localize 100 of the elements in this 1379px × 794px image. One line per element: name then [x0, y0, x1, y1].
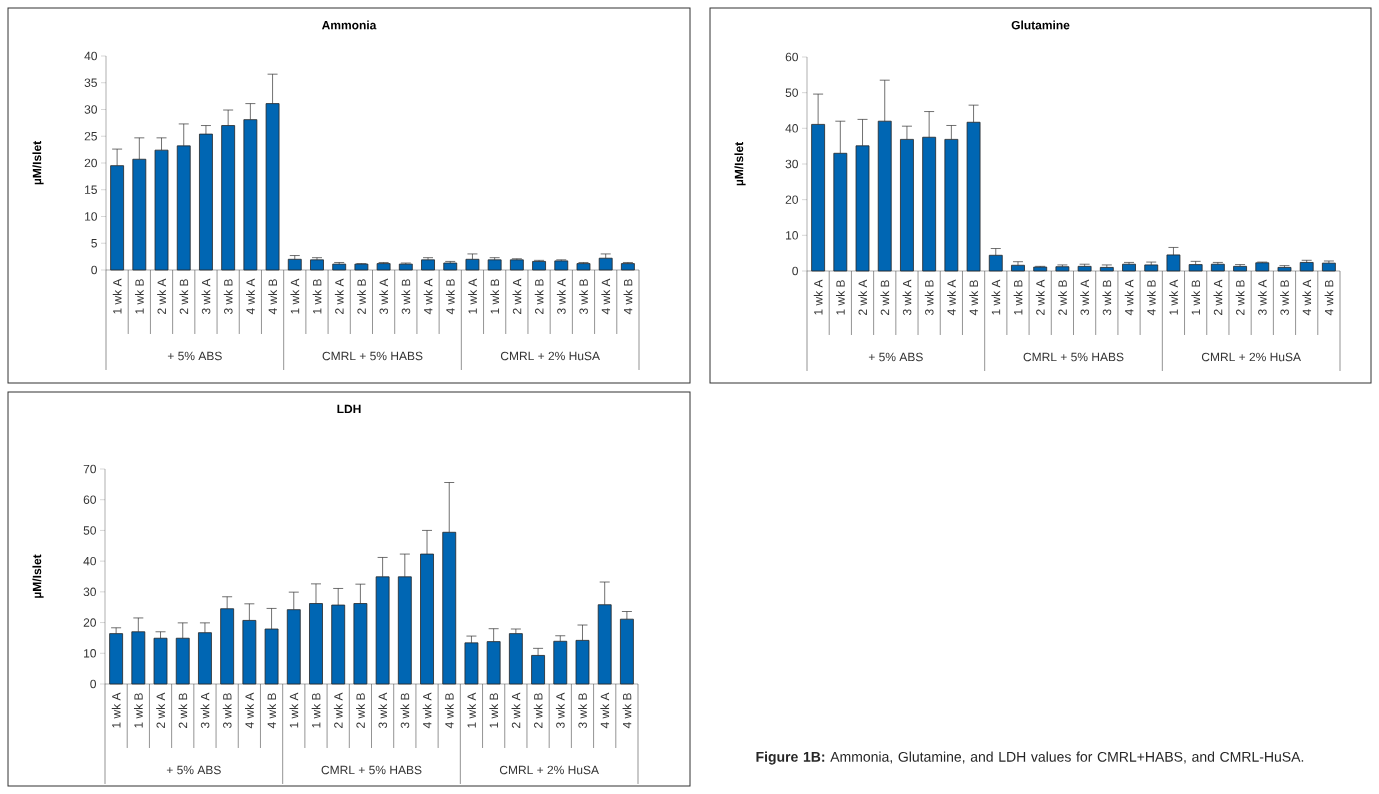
bar — [442, 531, 457, 685]
text: + 5% ABS — [166, 765, 221, 775]
x-tick-label: 1 wk B — [490, 279, 499, 314]
x-tick-label: 3 wk B — [1102, 280, 1112, 316]
y-tick-label: 0 — [792, 266, 799, 276]
y-tick-label: 10 — [786, 231, 799, 240]
x-tick-label: 2 wk B — [880, 280, 890, 315]
x-tick-label: 4 wk B — [445, 279, 455, 315]
x-tick-label: 2 wk A — [333, 692, 343, 728]
y-tick-label: 20 — [84, 158, 98, 168]
x-tick-label: 4 wk B — [622, 693, 632, 729]
x-tick-label: 4 wk A — [601, 278, 611, 315]
bar — [1210, 263, 1225, 272]
bar — [1144, 264, 1159, 272]
bar — [397, 576, 412, 685]
x-tick-label: 2 wk B — [1058, 280, 1067, 315]
x-tick-label: 1 wk A — [813, 279, 823, 315]
bar — [922, 136, 937, 272]
y-tick-label: 10 — [85, 212, 98, 221]
x-tick-label: 1 wk A — [290, 278, 300, 314]
x-tick-label: 2 wk B — [534, 279, 544, 314]
bar — [131, 631, 146, 685]
x-tick-label: 2 wk A — [334, 278, 344, 314]
y-tick-label: 30 — [84, 105, 98, 114]
y-tick-label: 25 — [84, 131, 97, 141]
bar — [353, 603, 368, 685]
bar — [420, 553, 434, 685]
text: Figure 1B: Ammonia, Glutamine, and LDH values for CMRL+HABS, and CMRL-HuSA. — [756, 751, 1304, 765]
x-tick-label: 4 wk A — [246, 278, 255, 315]
x-tick-label: 3 wk A — [201, 278, 211, 315]
bar — [576, 263, 591, 271]
x-tick-label: 1 wk A — [112, 278, 122, 314]
x-tick-label: 1 wk A — [991, 279, 1001, 315]
x-tick-label: 1 wk B — [1013, 280, 1023, 315]
y-tick-label: 15 — [85, 185, 97, 194]
bar — [1099, 267, 1114, 272]
bar — [110, 165, 125, 271]
x-tick-label: 2 wk A — [1213, 279, 1223, 315]
x-tick-label: 1 wk B — [134, 279, 144, 314]
x-tick-label: 3 wk B — [401, 279, 411, 315]
x-tick-label: 3 wk B — [400, 693, 410, 729]
y-tick-label: 60 — [785, 52, 799, 62]
bar — [621, 263, 635, 271]
y-tick-label: 5 — [91, 239, 97, 248]
x-tick-label: 4 wk A — [947, 279, 956, 316]
bar — [287, 258, 302, 271]
bar — [509, 259, 524, 271]
x-tick-label: 3 wk A — [555, 692, 565, 729]
y-tick-label: 30 — [83, 587, 97, 597]
x-tick-label: 2 wk A — [156, 692, 165, 728]
bar — [175, 637, 190, 685]
x-tick-label: 3 wk A — [1257, 279, 1267, 316]
x-tick-label: 3 wk B — [924, 280, 934, 316]
bar — [811, 124, 826, 272]
bar — [1166, 254, 1181, 272]
x-tick-label: 3 wk B — [222, 693, 232, 729]
x-tick-label: 4 wk A — [1124, 279, 1134, 316]
x-tick-label: 3 wk A — [902, 279, 912, 316]
bar — [966, 121, 981, 272]
x-tick-label: 2 wk B — [179, 279, 189, 314]
bar — [443, 262, 458, 271]
bar — [264, 628, 279, 685]
bar — [332, 263, 347, 271]
bar — [242, 620, 257, 685]
bar — [1277, 267, 1292, 272]
x-tick-label: 3 wk A — [379, 278, 389, 315]
bar — [532, 261, 546, 271]
y-tick-label: 20 — [83, 618, 97, 627]
x-tick-label: 1 wk B — [1191, 280, 1200, 315]
bar — [132, 158, 147, 271]
bar — [153, 637, 168, 685]
bar — [154, 149, 169, 271]
bar — [198, 632, 212, 685]
x-tick-label: 4 wk A — [422, 692, 432, 729]
bar — [465, 258, 480, 271]
y-tick-label: 40 — [84, 51, 98, 61]
bar — [310, 259, 324, 271]
x-tick-label: 1 wk B — [489, 693, 498, 728]
x-tick-label: 2 wk A — [157, 278, 166, 314]
bar — [575, 639, 590, 685]
x-tick-label: 1 wk B — [312, 279, 322, 314]
text: CMRL + 5% HABS — [322, 351, 423, 361]
bar — [1011, 264, 1025, 272]
bar — [1255, 262, 1270, 272]
bar — [1033, 266, 1048, 272]
x-tick-label: 4 wk B — [1146, 280, 1156, 316]
y-tick-label: 40 — [785, 124, 799, 133]
x-tick-label: 4 wk B — [444, 693, 454, 729]
x-tick-label: 2 wk A — [511, 692, 521, 728]
x-tick-label: 3 wk B — [223, 279, 233, 315]
bar — [375, 576, 390, 685]
bar — [243, 119, 258, 271]
bar — [309, 603, 323, 685]
y-tick-label: 40 — [83, 556, 97, 566]
bar — [833, 152, 848, 272]
x-tick-label: 3 wk A — [378, 692, 388, 729]
bar — [531, 655, 545, 685]
y-tick-label: 70 — [83, 464, 97, 474]
bar — [554, 260, 569, 271]
bar — [109, 633, 124, 685]
